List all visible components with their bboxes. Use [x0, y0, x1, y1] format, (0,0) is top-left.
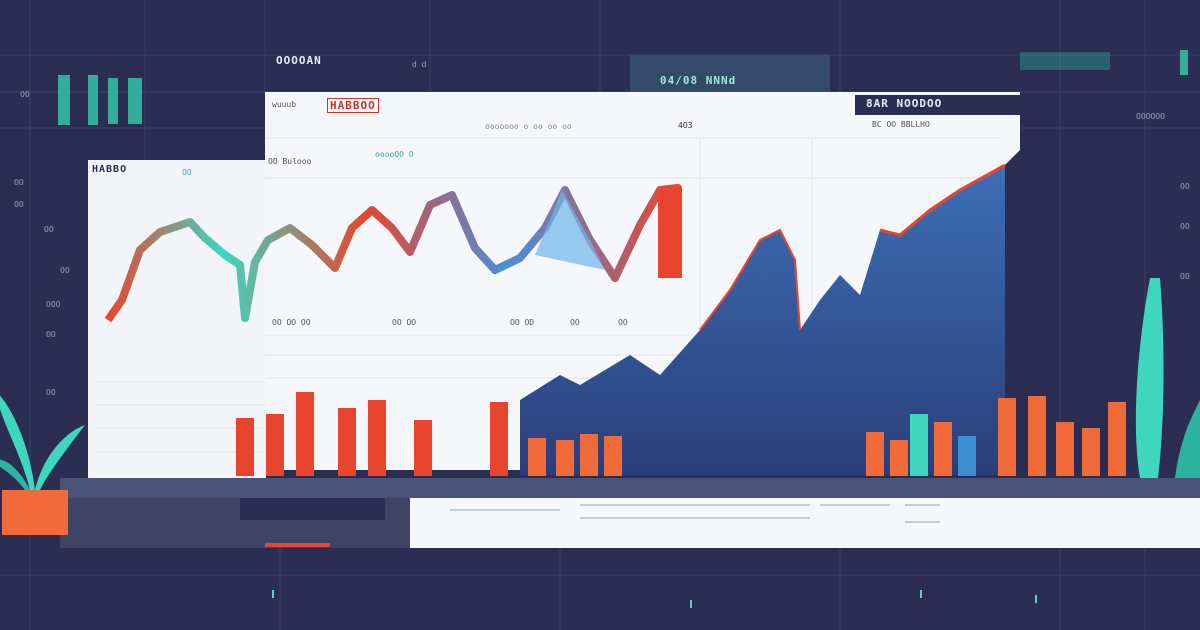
- left-axis-label: OO: [14, 200, 24, 209]
- right-axis-label: OOOOOO: [1136, 112, 1165, 121]
- bar: [266, 414, 284, 476]
- bar: [1056, 422, 1074, 476]
- left-axis-label: OO: [44, 225, 54, 234]
- main-panel-title: HABBOO: [327, 98, 379, 113]
- left-axis-label: OO: [60, 266, 70, 275]
- bar: [338, 408, 356, 476]
- axis-label: OO OO: [392, 318, 417, 327]
- left-panel-tag: OO: [182, 168, 192, 177]
- bar: [1108, 402, 1126, 476]
- left-panel-title: HABBO: [92, 164, 128, 175]
- top-bar-label-small: d d: [412, 60, 427, 69]
- bar: [368, 400, 386, 476]
- main-header-label: 8AR NOODOO: [866, 97, 943, 110]
- bar: [414, 420, 432, 476]
- bar: [958, 436, 976, 476]
- bar: [890, 440, 908, 476]
- axis-label: OO: [618, 318, 628, 327]
- bar: [998, 398, 1016, 476]
- main-mid-caption: ooooooo o oo oo oo: [485, 122, 572, 131]
- left-axis-label: OOO: [46, 300, 61, 309]
- bar: [1082, 428, 1100, 476]
- axis-label: OO OO OO: [272, 318, 311, 327]
- area-mountain: [520, 165, 1005, 475]
- left-axis-label: OO: [14, 178, 24, 187]
- bar-group: [236, 392, 1126, 476]
- bar: [528, 438, 546, 476]
- plant-pot: [2, 490, 68, 535]
- top-bar-label-left: OOOOAN: [276, 54, 322, 67]
- right-axis-label: OO: [1180, 272, 1190, 281]
- axis-label: OO: [570, 318, 580, 327]
- main-header-caption: BC OO BBLLHO: [872, 120, 930, 129]
- left-axis-label: OO: [20, 90, 30, 99]
- bar: [1028, 396, 1046, 476]
- main-legend-label: ooooOO O: [375, 150, 414, 159]
- bar: [236, 418, 254, 476]
- bar: [580, 434, 598, 476]
- bar: [910, 414, 928, 476]
- right-axis-label: OO: [1180, 222, 1190, 231]
- bar: [490, 402, 508, 476]
- main-series-label: OO Bulooo: [268, 157, 312, 166]
- left-axis-label: OO: [46, 330, 56, 339]
- top-bar-label-center: 04/08 NNNd: [660, 74, 737, 87]
- bottom-dark-device: [240, 498, 385, 520]
- main-value-label: 4O3: [678, 121, 693, 130]
- bar: [604, 436, 622, 476]
- main-header-dark: [855, 95, 1020, 115]
- bar: [296, 392, 314, 476]
- left-axis-label: OO: [46, 388, 56, 397]
- plant-leaves: [0, 395, 85, 490]
- right-axis-label: OO: [1180, 182, 1190, 191]
- main-panel-subtitle: wuuub: [272, 100, 297, 109]
- axis-label: OO OD: [510, 318, 535, 327]
- bar: [556, 440, 574, 476]
- bar: [866, 432, 884, 476]
- bar: [934, 422, 952, 476]
- right-plant: [1135, 278, 1200, 478]
- bottom-white-panel: [410, 498, 1200, 548]
